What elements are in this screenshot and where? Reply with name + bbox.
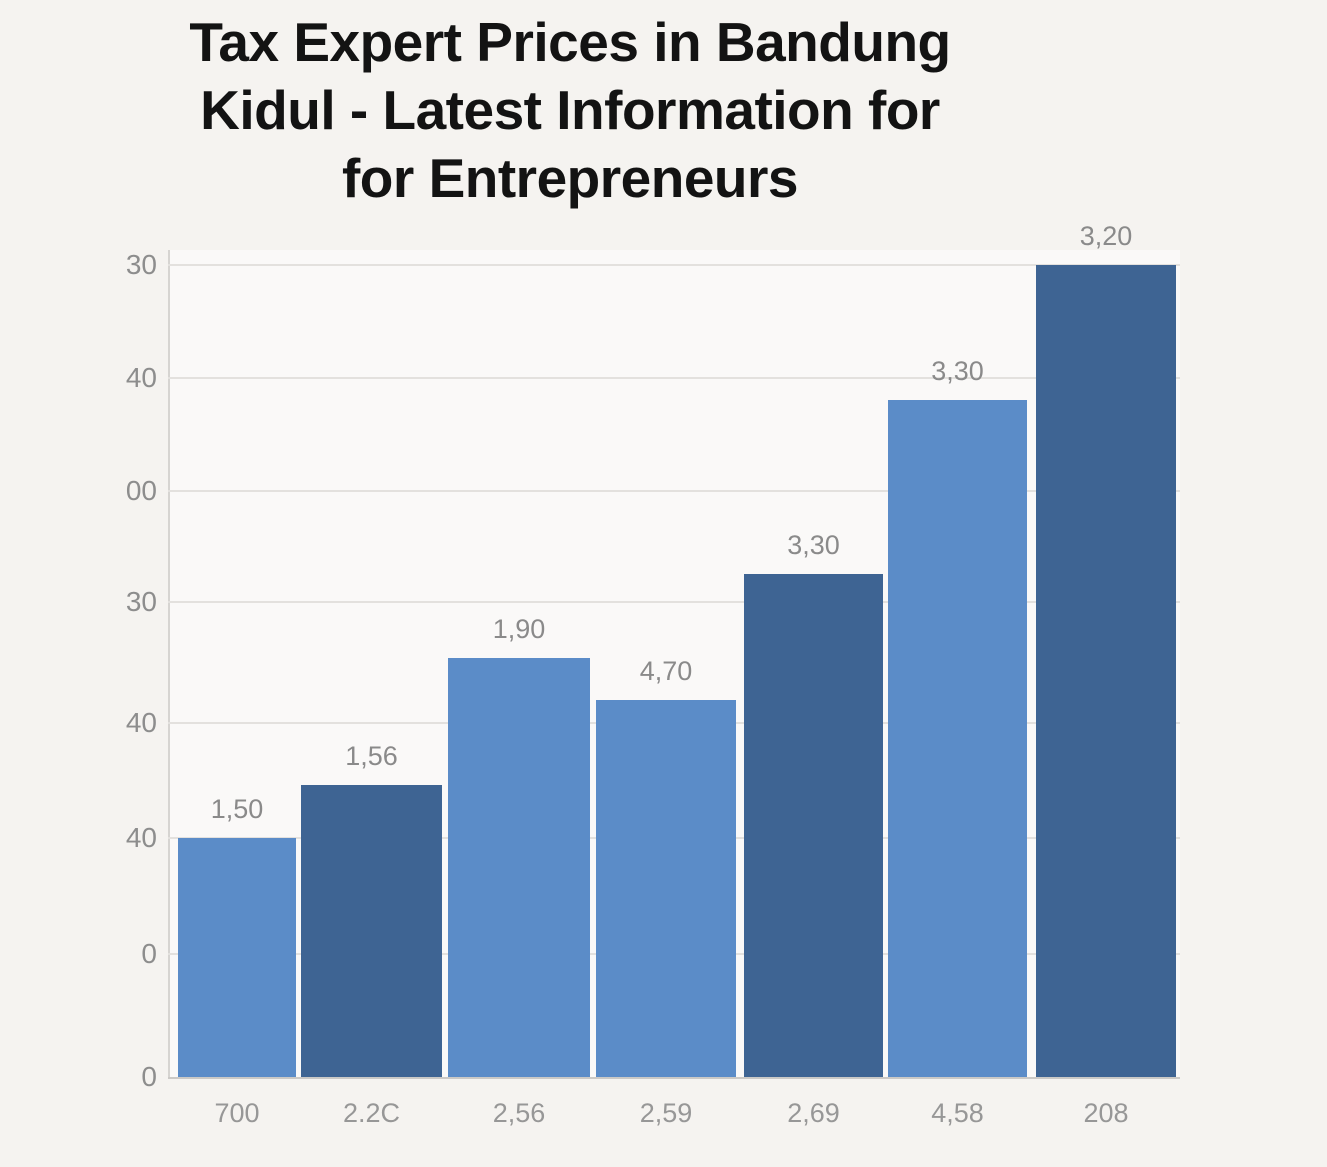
x-axis-tick-label: 4,58 — [931, 1098, 984, 1128]
y-axis-tick-label: 30 — [125, 249, 157, 280]
bar-value-label: 1,50 — [210, 794, 264, 825]
bar-value-label: 3,30 — [931, 355, 984, 386]
x-axis-tick-label: 700 — [214, 1098, 260, 1128]
chart-title-line: for Entrepreneurs — [341, 147, 799, 209]
x-axis-line — [168, 1077, 1180, 1079]
y-axis-tick-label: 40 — [125, 706, 157, 738]
x-axis-tick-label: 2.2C — [342, 1098, 401, 1128]
bar-value-label: 1,56 — [345, 740, 398, 771]
bar — [888, 399, 1027, 1077]
bar — [301, 784, 442, 1077]
x-axis-tick-label: 2,69 — [787, 1098, 840, 1128]
y-axis-tick-label: 00 — [125, 474, 157, 506]
gridline — [168, 600, 1180, 603]
gridline — [168, 376, 1180, 379]
bar — [448, 658, 590, 1077]
bar — [744, 574, 883, 1077]
y-axis-tick-label: 40 — [125, 822, 157, 854]
bar-value-label: 1,90 — [492, 614, 546, 644]
gridline — [168, 489, 1180, 492]
x-axis-tick-label: 2,56 — [492, 1098, 546, 1128]
chart-title-line: Tax Expert Prices in Bandung — [189, 11, 951, 73]
bar-value-label: 3,30 — [787, 530, 840, 561]
y-axis-line — [168, 250, 170, 1077]
y-axis-tick-label: 40 — [125, 361, 157, 393]
bar-value-label: 3,20 — [1079, 221, 1133, 251]
bar — [1036, 265, 1176, 1077]
chart-title-line: Kidul - Latest Information for — [200, 79, 940, 141]
y-axis-tick-label: 0 — [141, 937, 157, 969]
y-axis-tick-label: 0 — [141, 1061, 157, 1092]
bar-value-label: 4,70 — [639, 656, 693, 687]
chart-title: Tax Expert Prices in Bandung Kidul - Lat… — [40, 8, 1100, 212]
gridline — [168, 264, 1180, 266]
bar — [178, 838, 296, 1077]
x-axis-tick-label: 208 — [1083, 1098, 1129, 1128]
bar — [596, 700, 736, 1077]
x-axis-tick-label: 2,59 — [639, 1098, 693, 1128]
y-axis-tick-label: 30 — [125, 585, 157, 617]
